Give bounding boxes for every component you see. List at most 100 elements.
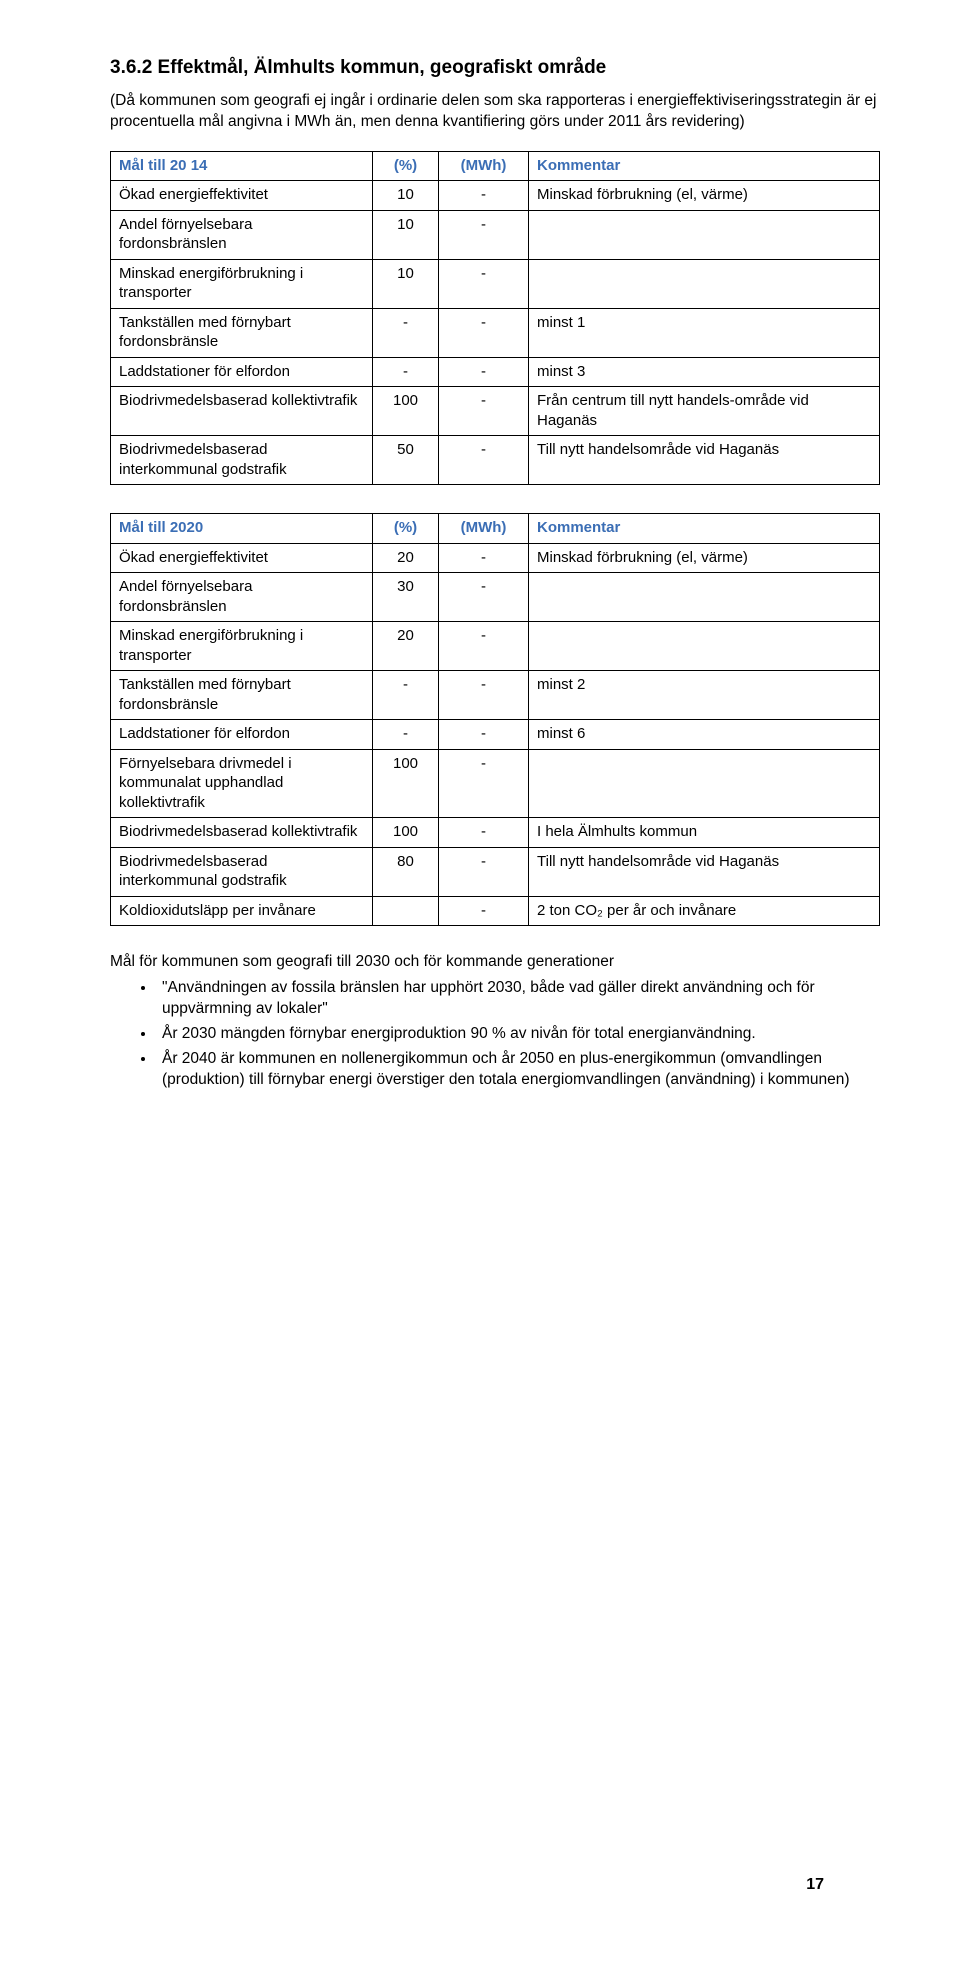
cell: 20	[373, 622, 439, 671]
cell	[529, 210, 880, 259]
cell: -	[439, 818, 529, 848]
list-item: År 2040 är kommunen en nollenergikommun …	[156, 1049, 880, 1091]
cell	[529, 749, 880, 818]
th-mwh: (MWh)	[439, 151, 529, 181]
cell: Förnyelsebara drivmedel i kommunalat upp…	[111, 749, 373, 818]
cell: minst 6	[529, 720, 880, 750]
cell: -	[439, 210, 529, 259]
sub2030-title: Mål för kommunen som geografi till 2030 …	[110, 952, 880, 972]
cell: I hela Älmhults kommun	[529, 818, 880, 848]
cell: 10	[373, 259, 439, 308]
th-comment: Kommentar	[529, 151, 880, 181]
table-row: Biodrivmedelsbaserad kollektivtrafik100-…	[111, 818, 880, 848]
table-row: Biodrivmedelsbaserad interkommunal godst…	[111, 847, 880, 896]
cell: -	[439, 622, 529, 671]
table-row: Biodrivmedelsbaserad kollektivtrafik100-…	[111, 387, 880, 436]
th-mwh: (MWh)	[439, 514, 529, 544]
cell: Laddstationer för elfordon	[111, 357, 373, 387]
cell: -	[439, 896, 529, 926]
cell: -	[439, 357, 529, 387]
goals-2020-table: Mål till 2020 (%) (MWh) Kommentar Ökad e…	[110, 513, 880, 926]
th-comment: Kommentar	[529, 514, 880, 544]
table-row: Koldioxidutsläpp per invånare -2 ton CO₂ …	[111, 896, 880, 926]
table-row: Andel förnyelsebara fordonsbränslen30-	[111, 573, 880, 622]
cell: 10	[373, 210, 439, 259]
table-row: Ökad energieffektivitet10-Minskad förbru…	[111, 181, 880, 211]
cell: -	[439, 671, 529, 720]
cell: minst 2	[529, 671, 880, 720]
th-percent: (%)	[373, 151, 439, 181]
cell: Biodrivmedelsbaserad kollektivtrafik	[111, 818, 373, 848]
cell: Minskad förbrukning (el, värme)	[529, 543, 880, 573]
sub2030-list: "Användningen av fossila bränslen har up…	[110, 978, 880, 1091]
table-row: Laddstationer för elfordon--minst 3	[111, 357, 880, 387]
table-row: Laddstationer för elfordon--minst 6	[111, 720, 880, 750]
cell: 10	[373, 181, 439, 211]
table-row: Andel förnyelsebara fordonsbränslen10-	[111, 210, 880, 259]
table2-body: Ökad energieffektivitet20-Minskad förbru…	[111, 543, 880, 926]
cell: 100	[373, 749, 439, 818]
cell: minst 3	[529, 357, 880, 387]
table-row: Tankställen med förnybart fordonsbränsle…	[111, 308, 880, 357]
cell: -	[373, 357, 439, 387]
cell: -	[439, 720, 529, 750]
page-number: 17	[806, 1875, 824, 1896]
goals-2014-table: Mål till 20 14 (%) (MWh) Kommentar Ökad …	[110, 151, 880, 486]
cell: Tankställen med förnybart fordonsbränsle	[111, 308, 373, 357]
cell: Minskad energiförbrukning i transporter	[111, 259, 373, 308]
cell: -	[439, 543, 529, 573]
table-row: Tankställen med förnybart fordonsbränsle…	[111, 671, 880, 720]
list-item: År 2030 mängden förnybar energiproduktio…	[156, 1024, 880, 1045]
cell: 2 ton CO₂ per år och invånare	[529, 896, 880, 926]
intro-paragraph: (Då kommunen som geografi ej ingår i ord…	[110, 91, 880, 133]
cell	[529, 259, 880, 308]
cell: 20	[373, 543, 439, 573]
cell: Tankställen med förnybart fordonsbränsle	[111, 671, 373, 720]
cell: 80	[373, 847, 439, 896]
cell: -	[439, 259, 529, 308]
table-row: Ökad energieffektivitet20-Minskad förbru…	[111, 543, 880, 573]
cell: -	[439, 181, 529, 211]
cell: -	[439, 749, 529, 818]
cell: Andel förnyelsebara fordonsbränslen	[111, 573, 373, 622]
table-row: Minskad energiförbrukning i transporter2…	[111, 622, 880, 671]
cell: Ökad energieffektivitet	[111, 181, 373, 211]
cell: Till nytt handelsområde vid Haganäs	[529, 436, 880, 485]
cell: -	[373, 720, 439, 750]
cell: Koldioxidutsläpp per invånare	[111, 896, 373, 926]
cell: Ökad energieffektivitet	[111, 543, 373, 573]
cell	[373, 896, 439, 926]
table1-body: Ökad energieffektivitet10-Minskad förbru…	[111, 181, 880, 485]
th-percent: (%)	[373, 514, 439, 544]
cell: Biodrivmedelsbaserad interkommunal godst…	[111, 847, 373, 896]
cell: -	[439, 387, 529, 436]
cell: -	[439, 436, 529, 485]
th-goal: Mål till 2020	[111, 514, 373, 544]
cell: Biodrivmedelsbaserad interkommunal godst…	[111, 436, 373, 485]
cell: -	[373, 308, 439, 357]
cell	[529, 573, 880, 622]
cell: Minskad energiförbrukning i transporter	[111, 622, 373, 671]
cell: Laddstationer för elfordon	[111, 720, 373, 750]
cell: 50	[373, 436, 439, 485]
section-heading: 3.6.2 Effektmål, Älmhults kommun, geogra…	[110, 56, 880, 81]
cell: -	[439, 573, 529, 622]
cell: Till nytt handelsområde vid Haganäs	[529, 847, 880, 896]
cell: -	[439, 847, 529, 896]
cell: Andel förnyelsebara fordonsbränslen	[111, 210, 373, 259]
table-row: Minskad energiförbrukning i transporter1…	[111, 259, 880, 308]
cell: -	[373, 671, 439, 720]
cell	[529, 622, 880, 671]
cell: Biodrivmedelsbaserad kollektivtrafik	[111, 387, 373, 436]
cell: Från centrum till nytt handels-område vi…	[529, 387, 880, 436]
th-goal: Mål till 20 14	[111, 151, 373, 181]
cell: -	[439, 308, 529, 357]
list-item: "Användningen av fossila bränslen har up…	[156, 978, 880, 1020]
table-row: Biodrivmedelsbaserad interkommunal godst…	[111, 436, 880, 485]
cell: 100	[373, 387, 439, 436]
cell: 30	[373, 573, 439, 622]
cell: Minskad förbrukning (el, värme)	[529, 181, 880, 211]
table-row: Förnyelsebara drivmedel i kommunalat upp…	[111, 749, 880, 818]
cell: 100	[373, 818, 439, 848]
cell: minst 1	[529, 308, 880, 357]
